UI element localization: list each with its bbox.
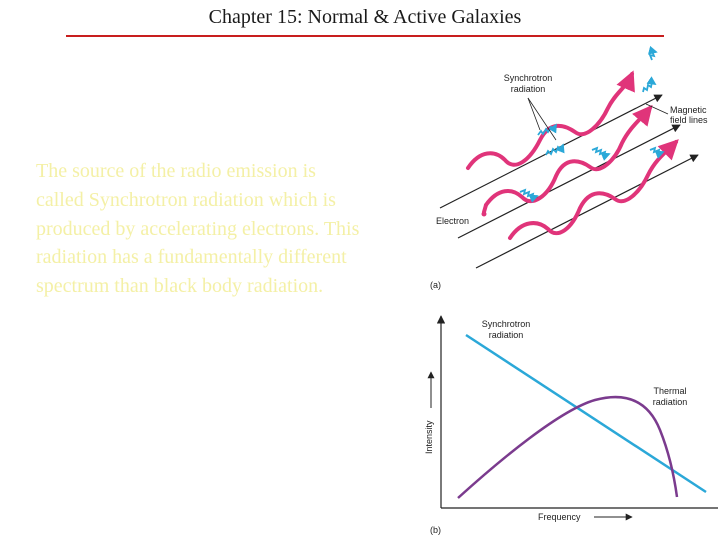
panel-label-b: (b) xyxy=(430,525,441,535)
label-magnetic-field-line1: Magnetic xyxy=(670,105,707,115)
thermal-spectrum-curve xyxy=(457,395,679,499)
y-axis-label: Intensity xyxy=(424,420,434,454)
synchrotron-spectrum-curve xyxy=(465,333,707,494)
field-line xyxy=(439,94,663,209)
electron-spiral-path xyxy=(466,70,635,170)
panel-a: Synchrotron radiation Magnetic field lin… xyxy=(430,45,708,290)
field-line xyxy=(457,124,681,239)
radiation-wave xyxy=(591,146,611,161)
leader-line xyxy=(527,97,557,141)
panel-label-a: (a) xyxy=(430,280,441,290)
field-line xyxy=(475,154,699,269)
electron-spiral-path xyxy=(508,139,679,240)
label-thermal-line1: Thermal xyxy=(653,386,686,396)
label-thermal-line2: radiation xyxy=(653,397,688,407)
electron-spiral-path xyxy=(482,203,488,214)
panel-b: Synchrotron radiation Thermal radiation … xyxy=(424,315,718,535)
leader-line xyxy=(527,97,541,131)
radiation-wave xyxy=(519,188,539,203)
label-electron: Electron xyxy=(436,216,469,226)
synchrotron-figure: Synchrotron radiation Magnetic field lin… xyxy=(424,45,718,535)
label-magnetic-field-line2: field lines xyxy=(670,115,708,125)
radiation-wave xyxy=(537,123,557,136)
x-axis-label: Frequency xyxy=(538,512,581,522)
electron-spiral-path xyxy=(484,104,653,207)
leader-line xyxy=(645,103,669,115)
label-synchrotron-b-line2: radiation xyxy=(489,330,524,340)
radiation-wave xyxy=(642,76,657,93)
label-synchrotron-a-line2: radiation xyxy=(511,84,546,94)
slide-body-text: The source of the radio emission is call… xyxy=(36,160,360,298)
electron-dot xyxy=(481,211,487,217)
radiation-wave xyxy=(545,143,565,156)
radiation-wave xyxy=(649,146,665,159)
radiation-wave xyxy=(647,45,658,61)
slide-title: Chapter 15: Normal & Active Galaxies xyxy=(208,6,522,28)
title-underline xyxy=(66,35,664,37)
label-synchrotron-a-line1: Synchrotron xyxy=(504,73,553,83)
label-synchrotron-b-line1: Synchrotron xyxy=(482,319,531,329)
